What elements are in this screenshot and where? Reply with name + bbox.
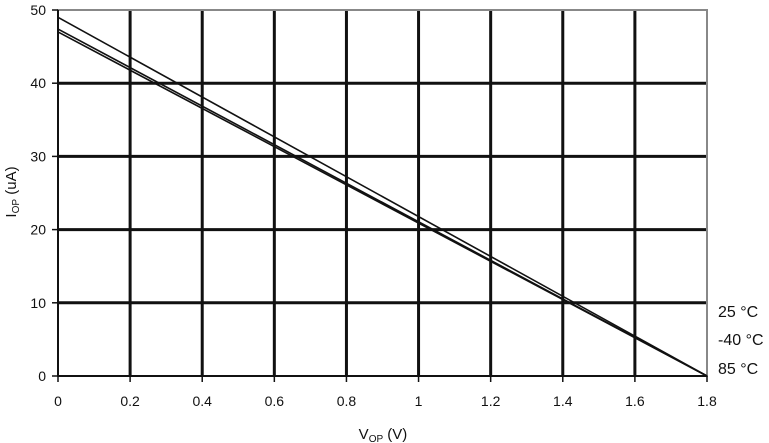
x-tick-label: 1.2 [481,393,501,409]
x-axis-label: VOP (V) [359,426,408,443]
x-tick-label: 0.2 [120,393,140,409]
legend-entry: -40 °C [718,332,764,349]
series-line [57,31,708,377]
y-axis-label: IOP (uA) [3,166,22,217]
legend-entry: 25 °C [718,304,758,321]
x-tick-label: 1.6 [625,393,645,409]
y-axis-label-unit: (uA) [3,166,20,199]
x-axis-label-sub: OP [369,434,384,443]
x-axis-label-unit: (V) [383,426,407,443]
x-tick-label: 0.8 [337,393,357,409]
y-tick-label: 30 [30,148,46,164]
legend-entry: 85 °C [718,361,758,378]
legend: 25 °C -40 °C 85 °C [718,304,764,378]
y-axis-label-main: I [3,213,20,217]
x-tick-label: 0.4 [192,393,212,409]
y-tick-label: 40 [30,75,46,91]
y-tick-labels: 0 10 20 30 40 50 [30,2,58,384]
x-tick-label: 0.6 [265,393,285,409]
grid [58,10,707,376]
x-tick-label: 0 [54,393,62,409]
plot-frame [57,9,708,377]
y-tick-label: 20 [30,222,46,238]
plot-border [57,9,708,377]
y-tick-label: 0 [38,368,46,384]
series-line [57,16,708,377]
x-tick-labels: 0 0.2 0.4 0.6 0.8 1 1.2 1.4 1.6 1.8 [54,376,717,409]
x-axis-label-main: V [359,426,369,443]
y-axis-label-sub: OP [11,199,22,214]
x-tick-label: 1.4 [553,393,573,409]
x-tick-label: 1.8 [697,393,717,409]
y-tick-label: 50 [30,2,46,18]
series-lines [57,16,708,377]
y-tick-label: 10 [30,295,46,311]
x-tick-label: 1 [415,393,423,409]
